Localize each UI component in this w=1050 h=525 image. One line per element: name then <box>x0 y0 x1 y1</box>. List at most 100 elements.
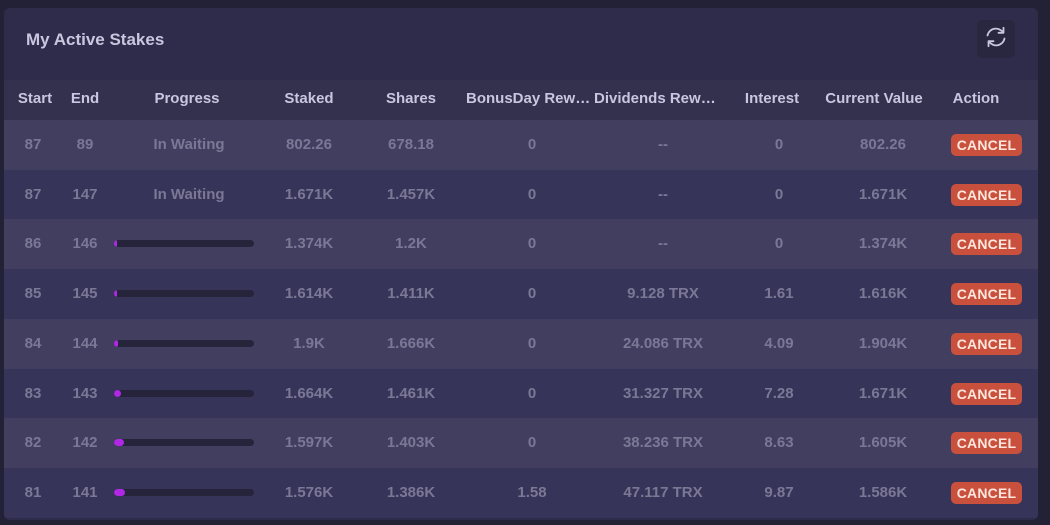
column-header-current-value[interactable]: Current Value <box>825 90 923 107</box>
cancel-button[interactable]: CANCEL <box>951 382 1022 405</box>
column-header-shares[interactable]: Shares <box>385 90 437 107</box>
cancel-button[interactable]: CANCEL <box>951 183 1022 206</box>
cell-shares: 1.403K <box>386 434 436 452</box>
cell-dividends-rewards: 9.128 TRX <box>627 285 699 303</box>
cell-bonusday-rewards: 0 <box>527 136 537 153</box>
progress-bar-fill <box>114 240 117 248</box>
cell-interest: 0 <box>774 136 784 153</box>
progress-bar <box>114 389 254 397</box>
cell-interest: 1.61 <box>764 285 794 303</box>
cell-current-value: 1.904K <box>858 334 908 352</box>
column-header-action: Action <box>952 90 1000 107</box>
cell-bonusday-rewards: 0 <box>527 185 537 203</box>
cell-current-value: 1.586K <box>858 483 908 501</box>
cell-bonusday-rewards: 0 <box>527 384 537 402</box>
cancel-button[interactable]: CANCEL <box>951 233 1022 256</box>
cell-interest: 0 <box>774 185 784 203</box>
cell-start: 84 <box>24 334 42 352</box>
card-header: My Active Stakes <box>4 8 1038 72</box>
cell-current-value: 1.605K <box>858 434 908 452</box>
cell-staked: 1.374K <box>284 235 334 253</box>
cell-shares: 678.18 <box>388 136 434 153</box>
table-header: Start End Progress Staked Shares BonusDa… <box>4 80 1038 120</box>
cell-current-value: 1.616K <box>858 285 908 303</box>
cell-start: 82 <box>24 434 42 452</box>
cancel-button[interactable]: CANCEL <box>951 134 1022 156</box>
cell-start: 81 <box>24 483 42 501</box>
progress-bar-fill <box>114 290 117 298</box>
column-header-interest[interactable]: Interest <box>744 90 800 107</box>
column-header-start[interactable]: Start <box>17 90 53 107</box>
cell-dividends-rewards: -- <box>658 136 668 153</box>
cell-interest: 9.87 <box>764 483 794 501</box>
progress-bar <box>114 240 254 248</box>
table-row: 87 89 802.26 678.18 0 -- 0 802.26 In Waiting CANC… <box>4 120 1038 170</box>
cell-start: 83 <box>24 384 42 402</box>
cell-bonusday-rewards: 0 <box>527 285 537 303</box>
cell-end: 144 <box>72 334 98 352</box>
cell-interest: 8.63 <box>764 434 794 452</box>
cell-shares: 1.461K <box>386 384 436 402</box>
cell-current-value: 802.26 <box>860 136 906 153</box>
cell-shares: 1.411K <box>387 285 435 303</box>
progress-bar-fill <box>114 339 119 347</box>
progress-bar-fill <box>114 488 126 496</box>
cell-staked: 1.664K <box>284 384 334 402</box>
table-row: 85 145 1.614K 1.411K 0 9.128 TRX 1.61 1.616K CAN… <box>4 269 1038 320</box>
cell-shares: 1.2K <box>395 235 427 253</box>
cancel-button[interactable]: CANCEL <box>951 283 1022 306</box>
table-row: 81 141 1.576K 1.386K 1.58 47.117 TRX 9.87 1.586… <box>4 467 1038 518</box>
cell-start: 85 <box>24 285 42 303</box>
column-header-end[interactable]: End <box>70 90 100 107</box>
column-header-progress[interactable]: Progress <box>154 90 220 107</box>
cell-staked: 1.9K <box>293 334 325 352</box>
cell-progress-status: In Waiting <box>153 185 225 203</box>
cell-shares: 1.457K <box>386 185 436 203</box>
progress-bar-fill <box>114 389 121 397</box>
cell-staked: 1.597K <box>284 434 334 452</box>
cell-end: 145 <box>72 285 98 303</box>
cell-staked: 1.614K <box>284 285 334 303</box>
active-stakes-card: My Active Stakes Start End Progress Stak… <box>4 8 1038 520</box>
progress-bar-fill <box>114 439 124 447</box>
cell-bonusday-rewards: 0 <box>527 235 537 253</box>
card-title: My Active Stakes <box>26 30 165 49</box>
column-header-staked[interactable]: Staked <box>284 90 334 107</box>
cell-current-value: 1.671K <box>858 384 908 402</box>
cancel-button[interactable]: CANCEL <box>951 481 1022 504</box>
refresh-button[interactable] <box>977 20 1015 58</box>
cancel-button[interactable]: CANCEL <box>951 432 1022 455</box>
table-row: 84 144 1.9K 1.666K 0 24.086 TRX 4.09 1.904K CANC… <box>4 318 1038 369</box>
cell-interest: 4.09 <box>764 334 794 352</box>
cell-shares: 1.666K <box>386 334 436 352</box>
cell-shares: 1.386K <box>386 483 436 501</box>
table-row: 82 142 1.597K 1.403K 0 38.236 TRX 8.63 1.605K CA… <box>4 418 1038 469</box>
cell-dividends-rewards: -- <box>658 235 668 253</box>
cell-dividends-rewards: 38.236 TRX <box>622 434 704 452</box>
progress-bar <box>114 339 254 347</box>
table-row: 86 146 1.374K 1.2K 0 -- 0 1.374K CANCEL <box>4 219 1038 270</box>
cell-end: 141 <box>72 483 98 501</box>
column-header-dividends-rewards[interactable]: Dividends Rewa... <box>594 90 720 107</box>
cell-current-value: 1.671K <box>858 185 908 203</box>
cell-end: 142 <box>72 434 98 452</box>
cell-dividends-rewards: 24.086 TRX <box>622 334 704 352</box>
progress-bar <box>114 488 254 496</box>
cell-current-value: 1.374K <box>858 235 908 253</box>
progress-bar <box>114 439 254 447</box>
cancel-button[interactable]: CANCEL <box>951 332 1022 355</box>
cell-start: 86 <box>24 235 42 253</box>
cell-end: 146 <box>72 235 98 253</box>
cell-start: 87 <box>24 136 42 153</box>
cell-dividends-rewards: 31.327 TRX <box>622 384 704 402</box>
cell-staked: 1.576K <box>284 483 334 501</box>
refresh-icon <box>983 24 1009 55</box>
cell-start: 87 <box>24 185 42 203</box>
cell-bonusday-rewards: 0 <box>527 334 537 352</box>
cell-staked: 1.671K <box>284 185 334 203</box>
column-header-bonusday-rewards[interactable]: BonusDay Rewa... <box>466 90 594 107</box>
cell-staked: 802.26 <box>286 136 332 153</box>
cell-end: 89 <box>76 136 94 153</box>
cell-bonusday-rewards: 0 <box>527 434 537 452</box>
cell-dividends-rewards: -- <box>658 185 668 203</box>
